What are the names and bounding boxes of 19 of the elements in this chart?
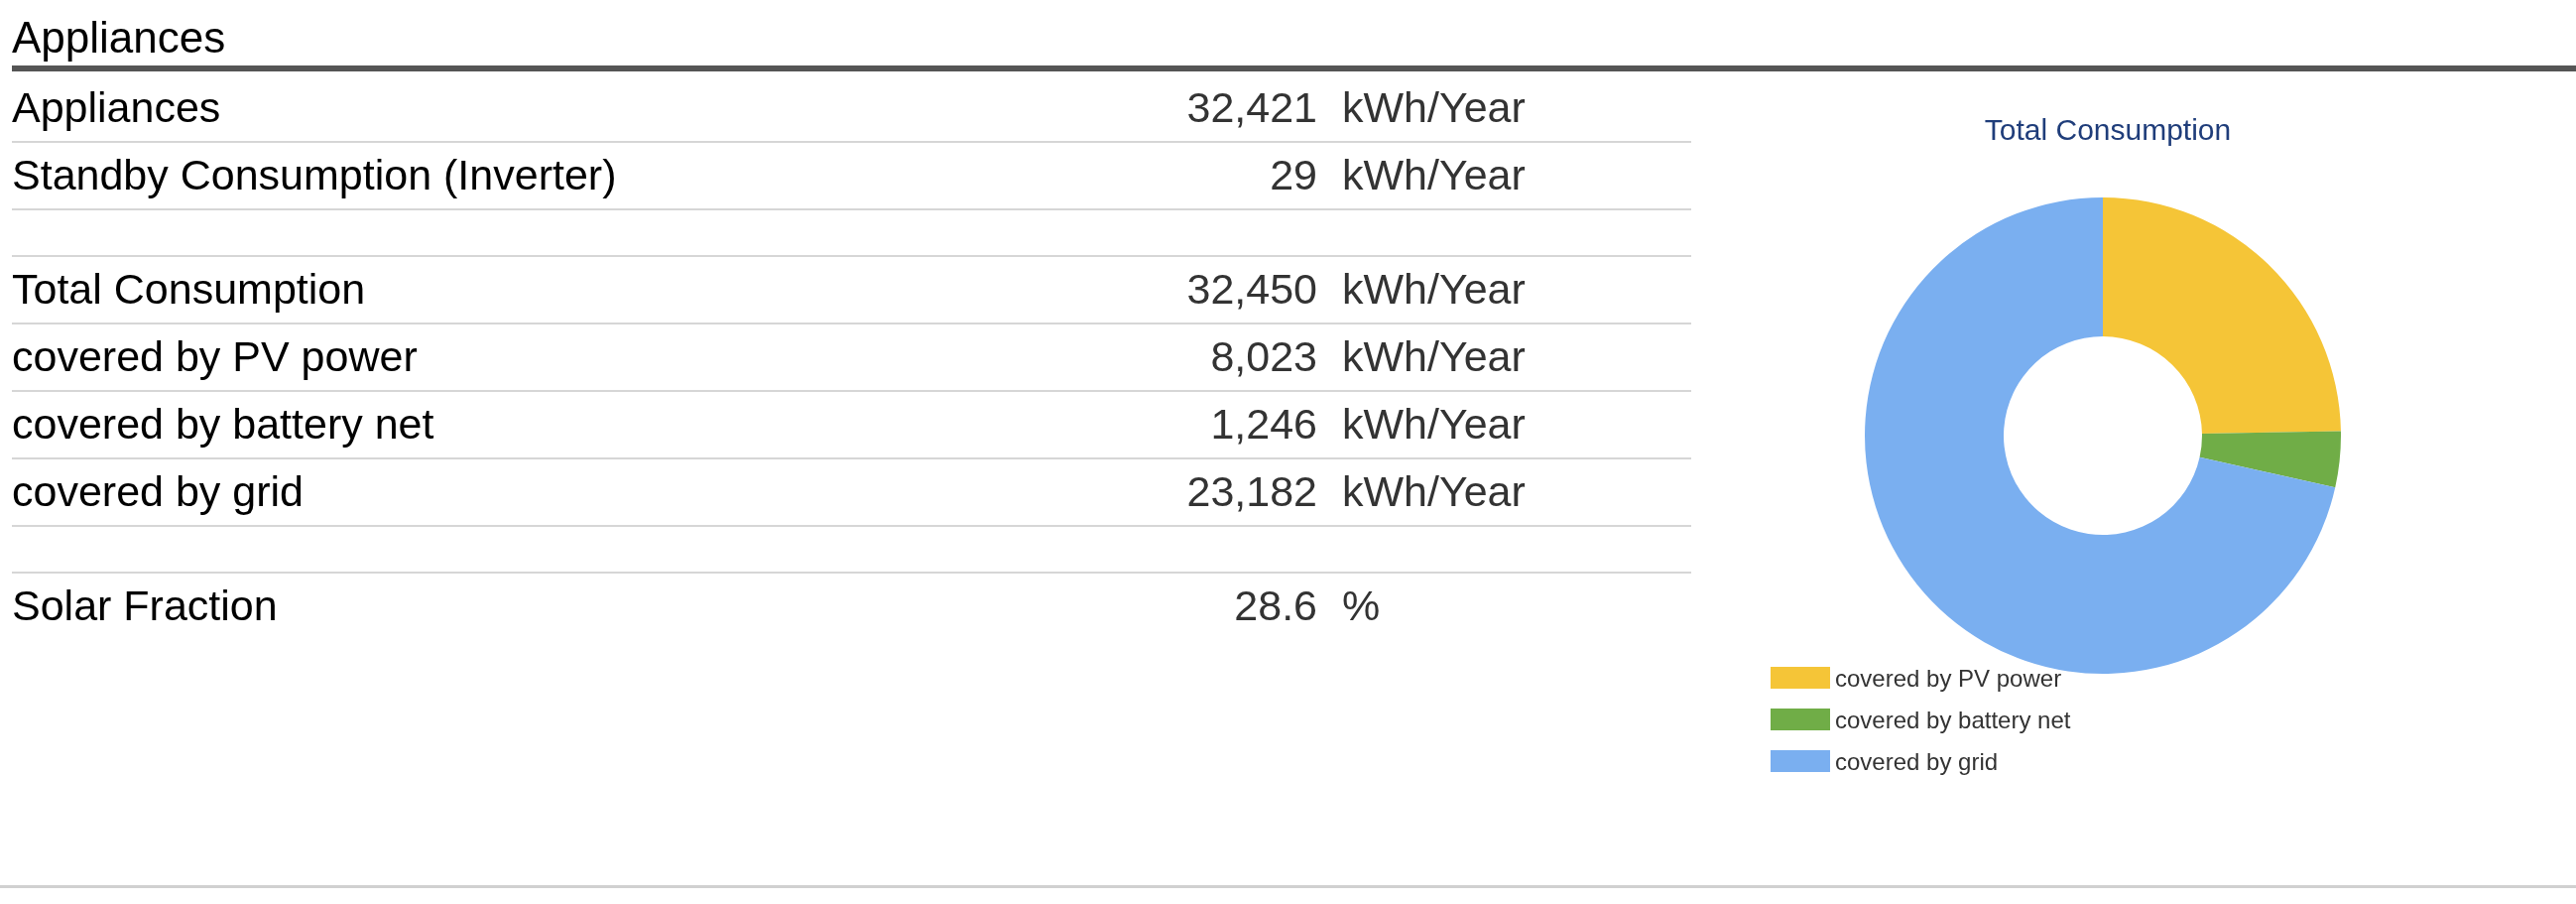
text: 8,023 kWh/Year: [1210, 332, 1526, 380]
category-label: Appliances: [12, 83, 221, 132]
category-label: Total Consumption: [12, 265, 366, 314]
text: 28.6 %: [1234, 581, 1381, 629]
chart-title: Total Consumption: [1984, 112, 2232, 146]
legend-label: covered by grid: [1835, 747, 1999, 775]
category-label: Standby Consumption (Inverter): [12, 151, 617, 199]
category-label: covered by battery net: [12, 400, 434, 449]
category-label: covered by grid: [12, 467, 304, 516]
text: 32,421 kWh/Year: [1186, 83, 1526, 131]
category-label: Solar Fraction: [12, 581, 278, 630]
text: 23,182 kWh/Year: [1186, 467, 1526, 515]
text: 1,246 kWh/Year: [1210, 400, 1526, 448]
category-label: covered by PV power: [12, 332, 418, 381]
text: Appliances: [12, 12, 226, 64]
text: 29 kWh/Year: [1270, 151, 1526, 198]
legend-label: covered by battery net: [1835, 706, 2071, 733]
text: 32,450 kWh/Year: [1186, 265, 1526, 313]
legend-label: covered by PV power: [1835, 664, 2062, 692]
